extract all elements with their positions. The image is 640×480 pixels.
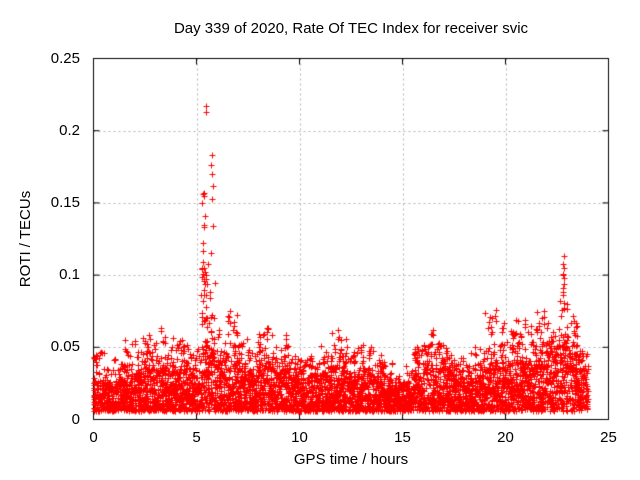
x-tick-label-15: 15 [394, 429, 411, 446]
y-tick-label-0: 0 [71, 411, 80, 428]
y-tick-label-02: 0.2 [59, 122, 80, 139]
y-tick-label-015: 0.15 [50, 194, 80, 211]
x-axis-label: GPS time / hours [293, 451, 409, 468]
x-tick-label-5: 5 [192, 429, 201, 446]
x-tick-label-20: 20 [497, 429, 514, 446]
x-tick-label-0: 0 [89, 429, 98, 446]
x-tick-label-10: 10 [291, 429, 308, 446]
y-tick-label-01: 0.1 [59, 266, 80, 283]
y-tick-label-025: 0.25 [50, 50, 80, 67]
y-axis-label: ROTI / TECUs [17, 190, 34, 288]
x-tick-label-25: 25 [600, 429, 617, 446]
chart-title: Day 339 of 2020, Rate Of TEC Index for r… [173, 20, 529, 37]
y-tick-label-005: 0.05 [50, 338, 80, 355]
